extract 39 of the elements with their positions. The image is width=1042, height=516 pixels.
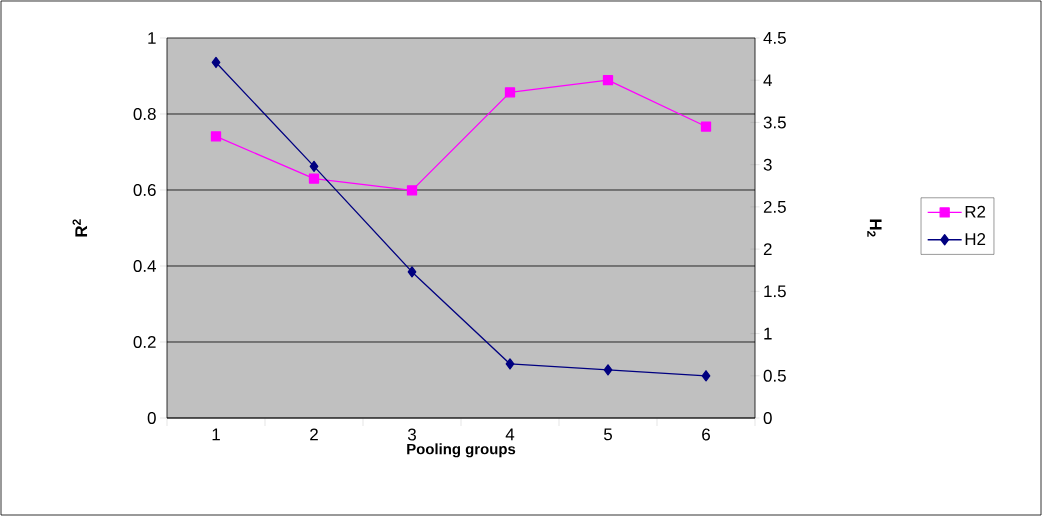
point	[701, 370, 711, 382]
y-tick-label: 0.8	[133, 108, 156, 120]
point	[210, 131, 222, 142]
x-axis-title: Pooling groups	[407, 443, 516, 458]
x-tick-label: 5	[603, 428, 612, 441]
y-tick-label: 0.4	[133, 260, 156, 272]
y2-tick-label: 1	[764, 327, 772, 340]
y2-tick-label: 2.5	[763, 200, 786, 213]
point	[407, 266, 417, 278]
x-tick-label: 6	[702, 428, 710, 441]
x-tick-label: 3	[407, 428, 416, 441]
y2-tick-label: 0	[763, 412, 772, 424]
legend-label: R2	[965, 205, 986, 218]
x-tick-label: 1	[212, 428, 220, 441]
x-tick-label: 4	[505, 428, 515, 441]
point	[309, 160, 319, 172]
x-tick-label: 2	[310, 428, 318, 441]
y-tick-label: 0.6	[133, 184, 156, 196]
y2-axis-title: H$_{2}$	[867, 219, 882, 237]
point	[211, 56, 221, 69]
y2-tick-label: 3	[763, 158, 772, 171]
point	[505, 358, 515, 370]
point	[504, 87, 516, 98]
point	[602, 75, 614, 86]
y2-tick-label: 4	[763, 74, 772, 87]
y-axis-title: R$^{2}$	[72, 219, 88, 237]
y2-tick-label: 1.5	[764, 285, 786, 298]
y-tick-label: 0.2	[133, 336, 156, 348]
y2-tick-label: 2	[763, 243, 772, 256]
y2-tick-label: 0.5	[763, 369, 786, 382]
y2-tick-label: 4.5	[763, 32, 786, 44]
y-tick-label: 1	[148, 32, 156, 44]
point	[308, 173, 320, 184]
point	[603, 364, 613, 376]
y-tick-label: 0	[147, 412, 156, 424]
point	[700, 121, 712, 132]
legend-label: H2	[965, 233, 986, 245]
y2-tick-label: 3.5	[763, 116, 786, 129]
point	[406, 185, 418, 196]
